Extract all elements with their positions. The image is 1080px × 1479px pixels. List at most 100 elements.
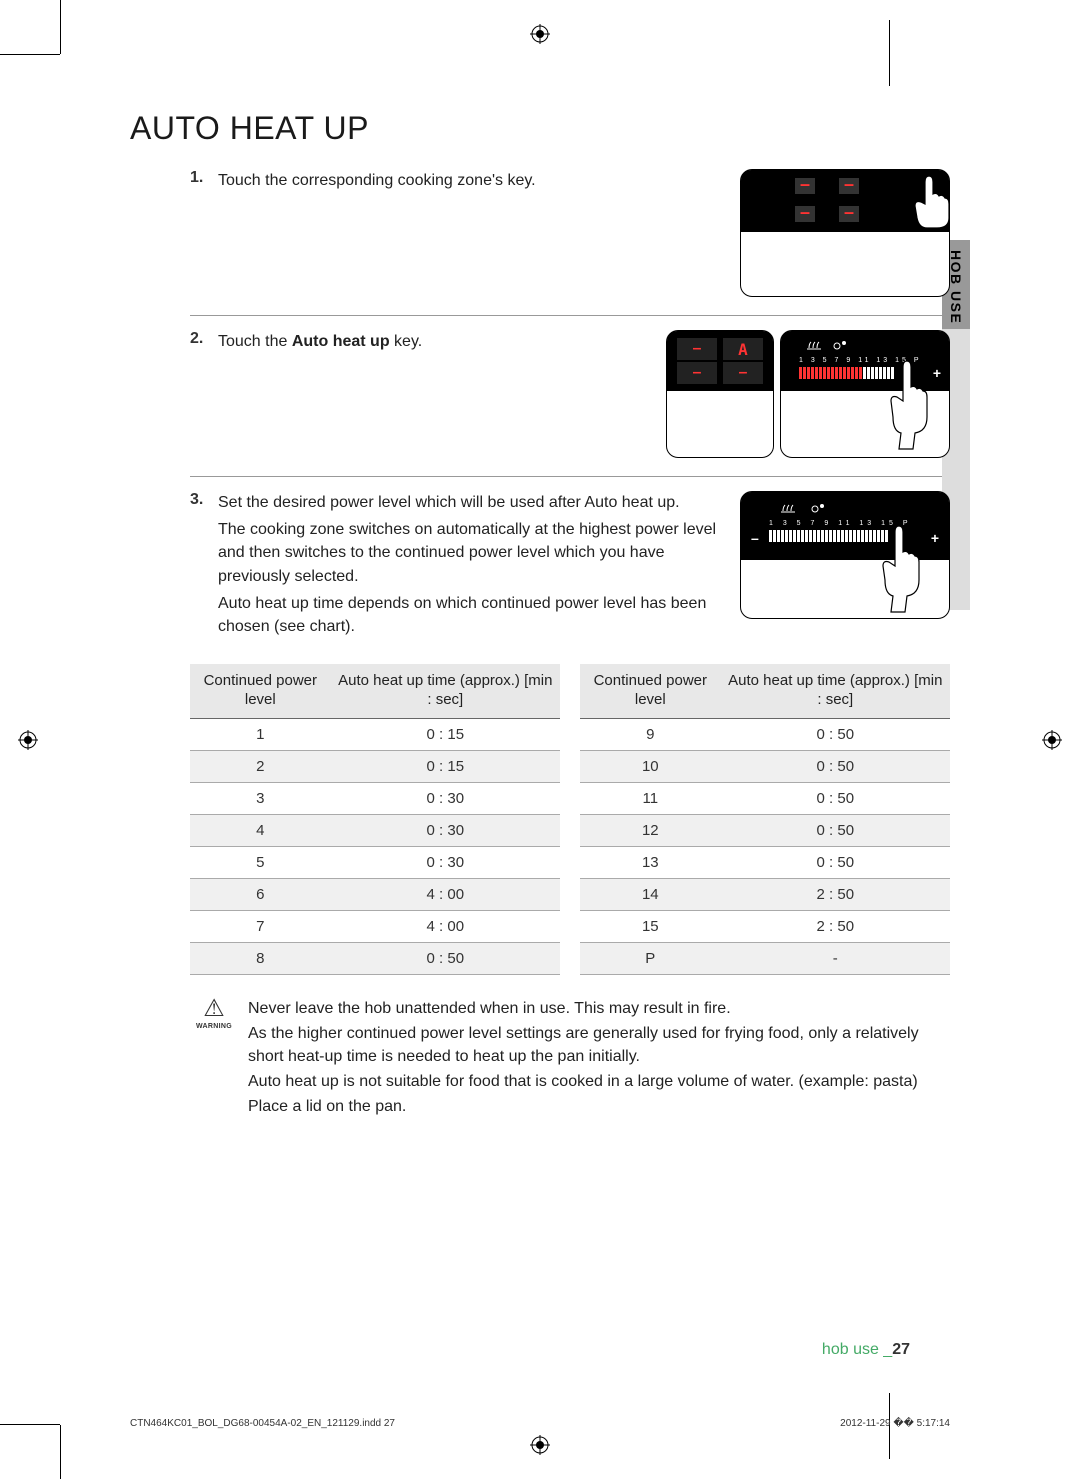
warning-text: Place a lid on the pan. xyxy=(248,1095,950,1118)
table-cell: 0 : 50 xyxy=(721,782,950,814)
registration-mark-icon xyxy=(18,730,38,750)
table-cell: 10 xyxy=(580,750,721,782)
zone-icon xyxy=(811,501,827,513)
table-cell: 7 xyxy=(190,910,331,942)
table-cell: 0 : 50 xyxy=(721,814,950,846)
crop-mark xyxy=(889,20,890,86)
table-cell: 4 : 00 xyxy=(331,910,560,942)
table-row: 152 : 50 xyxy=(580,910,950,942)
heat-icon xyxy=(781,501,797,513)
table-cell: 2 : 50 xyxy=(721,878,950,910)
control-panel-diagram: – – – – xyxy=(740,169,950,297)
step-number: 1. xyxy=(190,169,212,297)
step-text: Touch the Auto heat up key. xyxy=(218,330,648,458)
table-cell: 4 : 00 xyxy=(331,878,560,910)
table-cell: 5 xyxy=(190,846,331,878)
table-row: 74 : 00 xyxy=(190,910,560,942)
hand-pointer-icon xyxy=(879,526,923,614)
indd-filename: CTN464KC01_BOL_DG68-00454A-02_EN_121129.… xyxy=(130,1418,395,1429)
display-panel-diagram: –A –– xyxy=(666,330,774,458)
table-cell: 14 xyxy=(580,878,721,910)
table-cell: 1 xyxy=(190,718,331,750)
step-text-prefix: Touch the xyxy=(218,333,292,350)
warning-block: ⚠ WARNING Never leave the hob unattended… xyxy=(190,997,950,1121)
step-text: Touch the corresponding cooking zone's k… xyxy=(218,169,722,297)
table-cell: 13 xyxy=(580,846,721,878)
step-3: 3. Set the desired power level which wil… xyxy=(190,476,950,660)
warning-label: WARNING xyxy=(196,1023,232,1030)
slider-panel-diagram: 1 3 5 7 9 11 13 15 P + xyxy=(780,330,950,458)
hand-pointer-icon xyxy=(887,361,931,451)
crop-mark xyxy=(0,1424,60,1425)
table-cell: P xyxy=(580,942,721,974)
table-row: 30 : 30 xyxy=(190,782,560,814)
step3-p1: Set the desired power level which will b… xyxy=(218,491,722,514)
table-cell: 3 xyxy=(190,782,331,814)
table-header: Continued power level xyxy=(580,664,721,718)
registration-mark-icon xyxy=(530,1435,550,1455)
table-cell: 2 xyxy=(190,750,331,782)
table-cell: 11 xyxy=(580,782,721,814)
heatup-table-right: Continued power level Auto heat up time … xyxy=(580,664,950,975)
table-cell: 0 : 15 xyxy=(331,750,560,782)
table-header: Continued power level xyxy=(190,664,331,718)
table-row: 40 : 30 xyxy=(190,814,560,846)
registration-mark-icon xyxy=(1042,730,1062,750)
table-row: 110 : 50 xyxy=(580,782,950,814)
table-row: 80 : 50 xyxy=(190,942,560,974)
indd-timestamp: 2012-11-29 �� 5:17:14 xyxy=(840,1418,950,1429)
crop-mark xyxy=(60,1425,61,1479)
step-text-suffix: key. xyxy=(390,333,423,350)
table-cell: 12 xyxy=(580,814,721,846)
table-row: 120 : 50 xyxy=(580,814,950,846)
step3-p2: The cooking zone switches on automatical… xyxy=(218,518,722,588)
table-cell: 0 : 50 xyxy=(721,846,950,878)
heatup-tables: Continued power level Auto heat up time … xyxy=(190,664,950,975)
table-row: 90 : 50 xyxy=(580,718,950,750)
table-cell: 0 : 15 xyxy=(331,718,560,750)
table-row: 50 : 30 xyxy=(190,846,560,878)
page-number: 27 xyxy=(892,1341,910,1358)
table-cell: 4 xyxy=(190,814,331,846)
step-text: Set the desired power level which will b… xyxy=(218,491,722,642)
step-number: 2. xyxy=(190,330,212,458)
page-footer: hob use _27 xyxy=(822,1341,910,1359)
table-cell: 0 : 30 xyxy=(331,846,560,878)
table-row: 10 : 15 xyxy=(190,718,560,750)
content-area: 1. Touch the corresponding cooking zone'… xyxy=(190,163,950,1121)
table-cell: 6 xyxy=(190,878,331,910)
warning-text: Never leave the hob unattended when in u… xyxy=(248,997,950,1020)
slider-panel-diagram: 1 3 5 7 9 11 13 15 P – + xyxy=(740,491,950,619)
table-cell: 0 : 50 xyxy=(721,750,950,782)
step-text-bold: Auto heat up xyxy=(292,333,390,350)
table-cell: 15 xyxy=(580,910,721,942)
table-row: 20 : 15 xyxy=(190,750,560,782)
footer-section: hob use _ xyxy=(822,1341,892,1358)
indesign-footer: CTN464KC01_BOL_DG68-00454A-02_EN_121129.… xyxy=(130,1418,950,1429)
table-row: 142 : 50 xyxy=(580,878,950,910)
warning-icon: ⚠ xyxy=(203,997,225,1021)
table-cell: 0 : 30 xyxy=(331,814,560,846)
table-cell: 0 : 50 xyxy=(721,718,950,750)
zone-icon xyxy=(833,338,849,350)
table-row: 100 : 50 xyxy=(580,750,950,782)
table-cell: - xyxy=(721,942,950,974)
crop-mark xyxy=(0,54,60,55)
side-tab-label: HOB USE xyxy=(948,250,964,324)
table-header: Auto heat up time (approx.) [min : sec] xyxy=(331,664,560,718)
table-row: 130 : 50 xyxy=(580,846,950,878)
warning-text: Auto heat up is not suitable for food th… xyxy=(248,1070,950,1093)
hand-pointer-icon xyxy=(907,174,953,230)
table-cell: 8 xyxy=(190,942,331,974)
step-number: 3. xyxy=(190,491,212,642)
step-1: 1. Touch the corresponding cooking zone'… xyxy=(190,163,950,315)
step-2: 2. Touch the Auto heat up key. –A –– 1 3… xyxy=(190,315,950,476)
heatup-table-left: Continued power level Auto heat up time … xyxy=(190,664,560,975)
table-row: P- xyxy=(580,942,950,974)
table-row: 64 : 00 xyxy=(190,878,560,910)
table-cell: 2 : 50 xyxy=(721,910,950,942)
table-header: Auto heat up time (approx.) [min : sec] xyxy=(721,664,950,718)
table-cell: 9 xyxy=(580,718,721,750)
table-cell: 0 : 50 xyxy=(331,942,560,974)
crop-mark xyxy=(60,0,61,54)
